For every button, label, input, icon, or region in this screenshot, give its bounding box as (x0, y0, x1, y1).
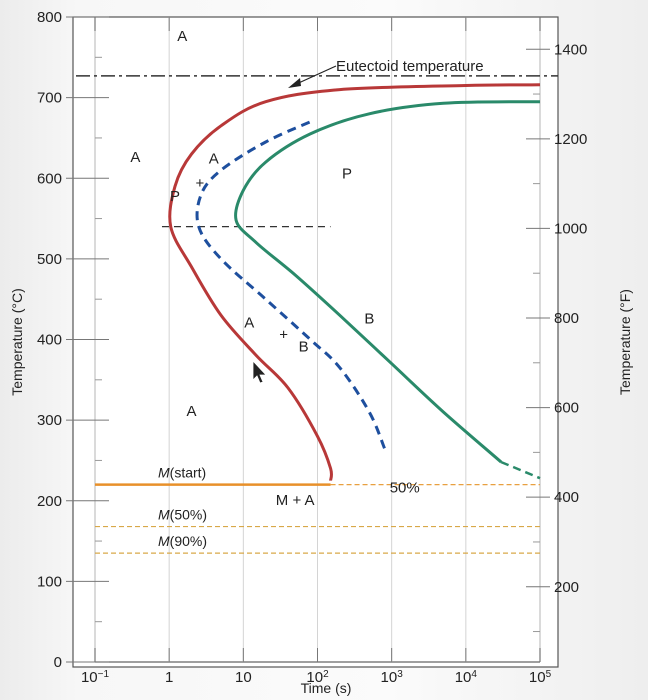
transformation-curves (168, 83, 541, 481)
plus-marker: + (279, 327, 288, 344)
curve-start (168, 83, 541, 481)
y-left-tick-label: 700 (37, 90, 62, 107)
eutectoid-arrowhead (288, 78, 301, 88)
curve-annotation: A (209, 151, 219, 168)
curve-annotation: B (299, 339, 309, 356)
region-label: 50% (390, 480, 420, 497)
m-start-label: M(start) (158, 465, 206, 481)
region-label: M + A (276, 492, 315, 509)
y-left-tick-label: 100 (37, 573, 62, 590)
y-left-tick-label: 600 (37, 170, 62, 187)
m-90-label: M(90%) (158, 533, 207, 549)
region-label: P (342, 165, 352, 182)
y-left-tick-label: 500 (37, 251, 62, 268)
y-right-tick-label: 200 (554, 579, 579, 596)
curve-end-extension (500, 460, 541, 480)
y-left-tick-label: 300 (37, 412, 62, 429)
region-label: B (364, 310, 374, 327)
m-50-label: M(50%) (158, 507, 207, 523)
cursor-icon (252, 359, 267, 384)
y-right-tick-label: 1400 (554, 41, 587, 58)
y-right-tick-label: 1200 (554, 131, 587, 148)
region-labels: A A P B A M + A 50% A P A B + + (130, 28, 419, 509)
y-right-tick-label: 800 (554, 310, 579, 327)
y-axis-title: Temperature (°C) (9, 288, 25, 396)
x-axis-title: Time (s) (301, 680, 352, 696)
curve-end (234, 100, 541, 464)
region-label: A (177, 28, 187, 45)
curve-annotation: A (244, 314, 254, 331)
x-tick-label: 1 (165, 669, 173, 686)
y2-axis-title: Temperature (°F) (617, 289, 633, 395)
axis-ticks: 10−1 1 10 102 103 104 105 0 100 200 300 400 500 600 70… (37, 9, 587, 687)
y-right-tick-label: 1000 (554, 220, 587, 237)
plot-area (72, 16, 559, 668)
region-label: A (130, 149, 140, 166)
x-tick-label: 103 (381, 669, 404, 687)
plus-marker: + (196, 175, 205, 192)
region-label: A (186, 403, 196, 420)
x-tick-label: 10 (235, 669, 252, 686)
y-left-tick-label: 0 (54, 654, 62, 671)
x-tick-label: 105 (529, 669, 552, 687)
x-tick-label: 10−1 (81, 669, 110, 687)
y-right-tick-label: 400 (554, 489, 579, 506)
y-left-tick-label: 200 (37, 493, 62, 510)
y-left-tick-label: 400 (37, 332, 62, 349)
x-tick-label: 104 (455, 669, 478, 687)
curve-fifty (195, 118, 386, 449)
eutectoid-label: Eutectoid temperature (336, 58, 484, 75)
y-left-tick-label: 800 (37, 9, 62, 26)
curve-annotation: P (170, 188, 180, 205)
martensite-lines: M(start) M(50%) M(90%) (95, 465, 540, 554)
y-right-tick-label: 600 (554, 400, 579, 417)
x-tick-label: 102 (306, 669, 329, 687)
